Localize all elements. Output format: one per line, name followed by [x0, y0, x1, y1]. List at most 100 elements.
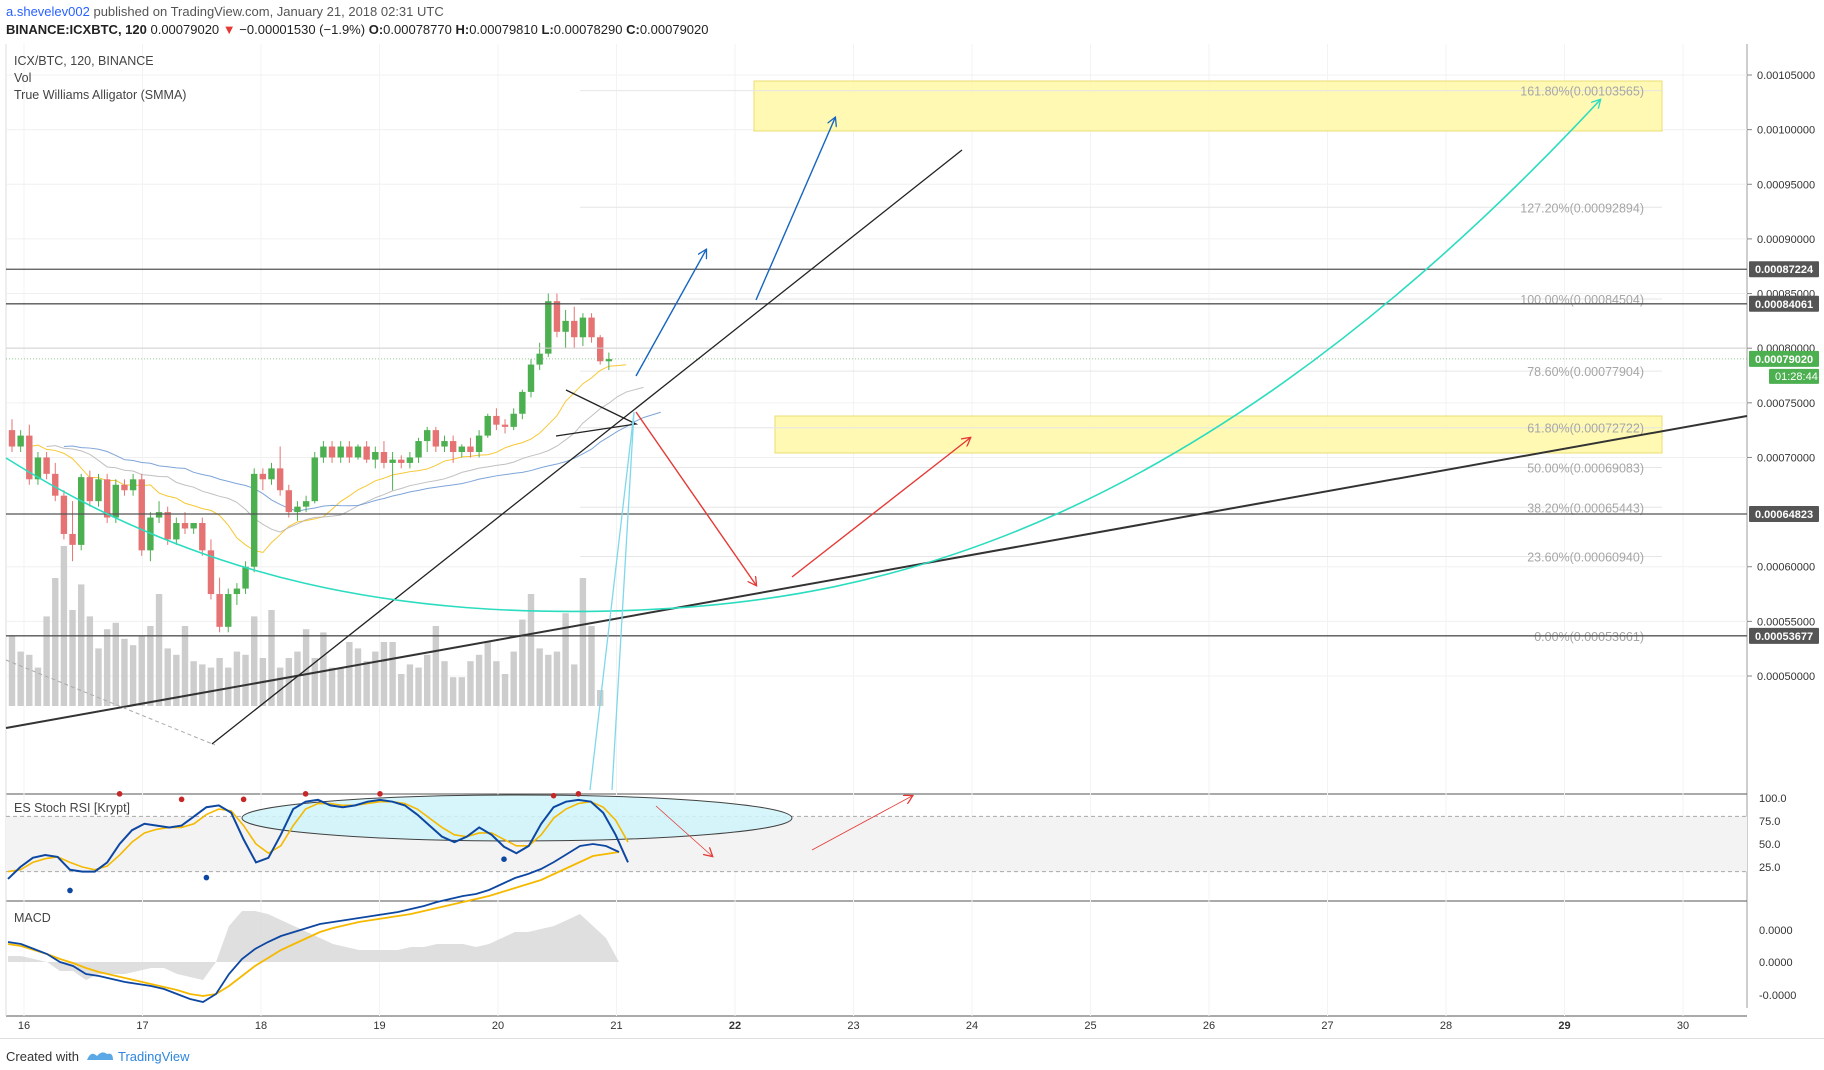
bearish-arrow: [635, 411, 756, 585]
fib-levels[interactable]: 161.80%(0.00103565) 127.20%(0.00092894) 10…: [580, 85, 1662, 644]
volume-bar: [467, 661, 474, 706]
volume-bar: [302, 629, 310, 706]
stoch-tick-label: 50.0: [1759, 839, 1780, 851]
candle-body: [8, 430, 16, 447]
time-tick-label: 23: [847, 1020, 859, 1032]
price-chart[interactable]: 161.80%(0.00103565) 127.20%(0.00092894) 10…: [0, 44, 1824, 1038]
high-label: H:: [455, 22, 470, 37]
candle-body: [380, 451, 388, 463]
candle-body: [449, 441, 457, 452]
projection-curve: [5, 100, 1600, 613]
fib-zones[interactable]: [753, 80, 1663, 454]
volume-bar: [294, 651, 301, 706]
time-tick-label: 17: [136, 1020, 148, 1032]
price-axis[interactable]: 0.00105000 0.00100000 0.00095000 0.00090000…: [1747, 70, 1819, 683]
target-zone-lower: [774, 415, 1663, 454]
volume-bar: [17, 651, 24, 706]
signal-dot: [501, 856, 507, 862]
time-tick-label: 20: [492, 1020, 504, 1032]
candle-body: [78, 477, 85, 545]
volume-bar: [276, 667, 284, 706]
candle-body: [493, 415, 500, 425]
volume-bar: [493, 661, 500, 706]
volume-bar: [337, 667, 344, 706]
signal-dot: [550, 792, 557, 799]
candle-body: [527, 364, 535, 392]
candle-body: [34, 457, 42, 480]
candle-body: [354, 446, 362, 458]
volume-bar: [363, 661, 370, 706]
candle-body: [553, 301, 561, 332]
price-tick-label: 0.00095000: [1757, 179, 1815, 191]
volume-bar: [78, 584, 85, 706]
high-value: 0.00079810: [469, 22, 538, 37]
down-arrow-icon: ▼: [222, 22, 236, 37]
candle-body: [458, 446, 465, 452]
price-label-box: [1749, 506, 1819, 523]
price-label-text: 0.00053677: [1755, 631, 1813, 643]
rebound-arrow: [791, 438, 970, 578]
close-value: 0.00079020: [639, 22, 709, 37]
macd-title: MACD: [14, 911, 51, 925]
volume-bar: [112, 622, 119, 706]
time-tick-label: 16: [18, 1020, 30, 1032]
trendline-long: [5, 415, 1748, 729]
volume-bar: [251, 616, 258, 706]
candle-body: [432, 430, 440, 447]
stoch-rsi-pane: ES Stoch RSI [Krypt] 100.0 75.0 50.0 25.0: [6, 791, 1787, 894]
volume-bar: [34, 667, 42, 706]
volume-bar: [311, 658, 318, 706]
price-tick-label: 0.00055000: [1757, 616, 1815, 628]
highlight-ellipse: [241, 794, 793, 842]
stoch-line: [7, 800, 629, 873]
price-label-text: 0.00084061: [1755, 299, 1813, 311]
retrace-lines: [589, 411, 635, 791]
time-tick-label: 21: [610, 1020, 622, 1032]
candle-body: [112, 484, 119, 518]
time-tick-label: 28: [1440, 1020, 1452, 1032]
alligator-lines: [29, 364, 661, 553]
candle-body: [467, 446, 474, 452]
alligator-line: [46, 386, 644, 533]
author-link[interactable]: a.shevelev002: [6, 4, 90, 19]
drawings[interactable]: [5, 100, 1748, 791]
volume-bar: [510, 651, 517, 706]
candle-body: [302, 501, 310, 507]
candle-body: [60, 495, 68, 534]
time-tick-label: 18: [255, 1020, 267, 1032]
signal-dot: [575, 791, 582, 797]
countdown-text: 01:28:44: [1775, 371, 1818, 383]
legend-indicator: True Williams Alligator (SMMA): [14, 88, 187, 102]
low-label: L:: [541, 22, 554, 37]
fib-label: 38.20%(0.00065443): [1527, 501, 1644, 515]
time-tick-label: 24: [966, 1020, 978, 1032]
price-tick-label: 0.00100000: [1757, 125, 1815, 137]
horizontal-lines[interactable]: [6, 268, 1747, 637]
candle-body: [242, 566, 249, 589]
candle-body: [207, 550, 215, 595]
open-value: 0.00078770: [383, 22, 452, 37]
volume-bar: [147, 626, 154, 706]
volume-bar: [103, 629, 111, 706]
time-tick-label: 29: [1558, 1020, 1570, 1032]
macd-histogram: [8, 911, 619, 980]
macd-line: [7, 843, 620, 1003]
volume-bar: [484, 642, 491, 706]
candle-body: [519, 391, 526, 414]
volume-bar: [354, 648, 362, 706]
candle-body: [501, 424, 509, 427]
price-tick-label: 0.00090000: [1757, 234, 1815, 246]
candle-body: [216, 594, 223, 627]
legend-volume: Vol: [14, 71, 32, 85]
time-tick-label: 30: [1677, 1020, 1689, 1032]
candle-body: [138, 479, 145, 551]
time-axis[interactable]: 16 17 18 19 20 21 22 23 24 25 26 27 28 29 30: [18, 1020, 1689, 1032]
volume-bar: [216, 658, 223, 706]
volume-bar: [181, 626, 189, 706]
volume-bar: [173, 654, 180, 706]
volume-bar: [380, 642, 388, 706]
candle-body: [588, 317, 595, 338]
fib-label: 0.00%(0.00053661): [1534, 630, 1644, 644]
tradingview-brand[interactable]: TradingView: [118, 1049, 190, 1064]
footer: Created with TradingView: [0, 1038, 1824, 1070]
